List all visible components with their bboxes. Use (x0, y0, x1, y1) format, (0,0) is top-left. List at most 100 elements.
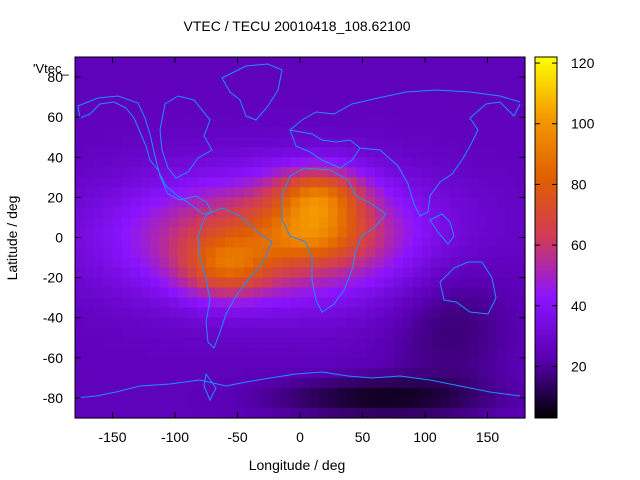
heatmap-cell (478, 357, 489, 369)
heatmap-cell (253, 387, 264, 399)
coastline-north-america (77, 95, 213, 215)
heatmap-cell (206, 67, 217, 78)
heatmap-cell (131, 127, 142, 138)
heatmap-cell (140, 377, 151, 389)
heatmap-cell (281, 247, 292, 259)
heatmap-cell (328, 287, 339, 299)
heatmap-cell (478, 387, 489, 399)
heatmap-cell (187, 237, 198, 249)
heatmap-cell (187, 77, 198, 88)
heatmap-cell (515, 187, 526, 198)
heatmap-cell (421, 157, 432, 168)
heatmap-cell (487, 57, 498, 68)
heatmap-cell (393, 407, 404, 419)
heatmap-cell (496, 227, 507, 239)
heatmap-cell (196, 357, 207, 369)
heatmap-cell (337, 307, 348, 319)
heatmap-cell (178, 297, 189, 309)
heatmap-cell (281, 87, 292, 98)
heatmap-cell (234, 117, 245, 128)
heatmap-cell (281, 357, 292, 369)
heatmap-cell (84, 67, 95, 78)
heatmap-cell (468, 67, 479, 78)
heatmap-cell (140, 347, 151, 359)
heatmap-cell (131, 317, 142, 329)
heatmap-cell (337, 387, 348, 399)
heatmap-cell (121, 167, 132, 178)
heatmap-cell (337, 397, 348, 409)
heatmap-cell (337, 237, 348, 249)
heatmap-cell (215, 217, 226, 229)
heatmap-cell (159, 197, 170, 209)
heatmap-cell (506, 217, 517, 229)
heatmap-cell (440, 217, 451, 229)
heatmap-cell (375, 357, 385, 369)
heatmap-cell (215, 267, 226, 279)
heatmap-cell (271, 197, 282, 209)
heatmap-cell (496, 367, 507, 379)
heatmap-cell (215, 357, 226, 369)
heatmap-cell (496, 277, 507, 289)
heatmap-cell (431, 367, 442, 379)
heatmap-cell (337, 407, 348, 419)
heatmap-cell (300, 267, 310, 279)
heatmap-cell (300, 247, 310, 259)
heatmap-cell (93, 267, 104, 279)
heatmap-cell (159, 157, 170, 168)
heatmap-cell (300, 227, 310, 239)
heatmap-cell (431, 157, 442, 168)
heatmap-cell (112, 347, 123, 359)
heatmap-cell (206, 217, 217, 229)
heatmap-cell (112, 327, 123, 339)
heatmap-cell (468, 57, 479, 68)
heatmap-cell (459, 377, 470, 389)
heatmap-cell (431, 227, 442, 239)
heatmap-cell (93, 277, 104, 289)
heatmap-cell (403, 317, 414, 329)
heatmap-cell (478, 407, 489, 419)
heatmap-cell (450, 307, 460, 319)
heatmap-cell (159, 327, 170, 339)
heatmap-cell (309, 87, 320, 98)
heatmap-cell (290, 187, 301, 198)
heatmap-cell (309, 247, 320, 259)
heatmap-cell (187, 67, 198, 78)
heatmap-cell (459, 237, 470, 249)
heatmap-cell (84, 77, 95, 88)
heatmap-cell (337, 347, 348, 359)
heatmap-cell (281, 277, 292, 289)
heatmap-cell (178, 257, 189, 269)
heatmap-cell (431, 237, 442, 249)
heatmap-cell (487, 377, 498, 389)
heatmap-cell (178, 167, 189, 178)
heatmap-cell (478, 237, 489, 249)
heatmap-cell (178, 367, 189, 379)
heatmap-cell (103, 107, 114, 118)
heatmap-cell (431, 127, 442, 138)
heatmap-cell (328, 57, 339, 68)
heatmap-cell (393, 217, 404, 229)
heatmap-cell (75, 227, 85, 239)
heatmap-cell (253, 137, 264, 148)
heatmap-cell (506, 197, 517, 209)
heatmap-cell (215, 257, 226, 269)
heatmap-cell (243, 357, 254, 369)
heatmap-cell (215, 137, 226, 148)
heatmap-cell (356, 207, 367, 219)
heatmap-cell (337, 157, 348, 168)
heatmap-cell (365, 297, 376, 309)
heatmap-cell (478, 137, 489, 148)
heatmap-cell (506, 117, 517, 128)
heatmap-cell (178, 387, 189, 399)
heatmap-cell (93, 157, 104, 168)
heatmap-cell (159, 57, 170, 68)
heatmap-cell (309, 357, 320, 369)
heatmap-cell (300, 57, 310, 68)
heatmap-cell (112, 307, 123, 319)
heatmap-cell (103, 157, 114, 168)
heatmap-cell (93, 177, 104, 188)
heatmap-cell (375, 367, 385, 379)
heatmap-cell (206, 277, 217, 289)
heatmap-cell (478, 167, 489, 178)
